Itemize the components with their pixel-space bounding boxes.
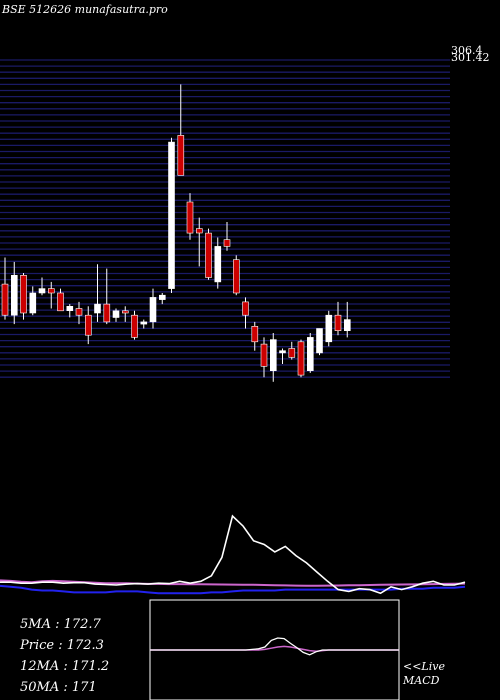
candle-bear (297, 341, 305, 376)
ma50-value: 50MA : 171 (20, 680, 97, 695)
candle-bear (1, 283, 9, 316)
macd-title: MACD (403, 674, 440, 687)
candle-bear (75, 308, 83, 316)
candle-bear (103, 303, 111, 323)
candle-bull (316, 328, 323, 354)
ma12-value: 12MA : 171.2 (20, 659, 110, 674)
candle-bull (112, 310, 120, 318)
candle-bull (38, 288, 46, 294)
candle-bull (140, 321, 148, 325)
price-grid (0, 59, 450, 378)
candle-bull (66, 305, 74, 311)
candle-bear (223, 239, 231, 247)
candle-bear (205, 232, 212, 278)
candle-bull (343, 319, 351, 332)
candle-bear (122, 310, 129, 314)
candle-bull (306, 337, 314, 371)
y-axis-label-top: 306.4 (451, 44, 483, 57)
ma-short-line (0, 514, 466, 595)
candle-bear (20, 274, 27, 314)
candle-bear (233, 259, 240, 294)
candle-bear (288, 348, 296, 358)
moving-average-panel (0, 514, 466, 595)
candle-bull (159, 294, 166, 300)
candle-bull (11, 274, 18, 316)
candle-bear (85, 314, 92, 336)
ma5-value: 5MA : 172.7 (20, 617, 101, 632)
candle-bear (242, 301, 249, 316)
candle-bear (131, 314, 138, 338)
macd-panel (149, 599, 400, 700)
candle-bear (47, 288, 55, 294)
candle-bull (269, 339, 277, 372)
candle-bear (177, 135, 185, 176)
macd-line (150, 637, 399, 656)
candle-bull (149, 297, 157, 323)
candle-bear (196, 228, 203, 234)
candle-bull (168, 141, 175, 289)
candle-bull (214, 246, 222, 283)
candle-bear (260, 343, 268, 367)
candle-bear (334, 314, 342, 332)
chart-title: BSE 512626 munafasutra.pro (2, 3, 168, 16)
candle-bear (57, 292, 64, 312)
macd-label: <<Live MACD (403, 660, 445, 688)
stats-panel: 5MA : 172.7 Price : 172.3 12MA : 171.2 5… (20, 614, 109, 698)
candle-bull (325, 314, 333, 343)
candle-bull (94, 303, 101, 314)
y-axis-label-second: 301.42 (451, 51, 490, 64)
candle-bull (29, 292, 37, 314)
candlesticks (1, 84, 351, 382)
candle-bear (186, 201, 194, 234)
live-label: <<Live (403, 660, 445, 673)
candle-bear (251, 325, 259, 343)
price-value: Price : 172.3 (20, 638, 104, 653)
candle-bull (279, 350, 286, 354)
